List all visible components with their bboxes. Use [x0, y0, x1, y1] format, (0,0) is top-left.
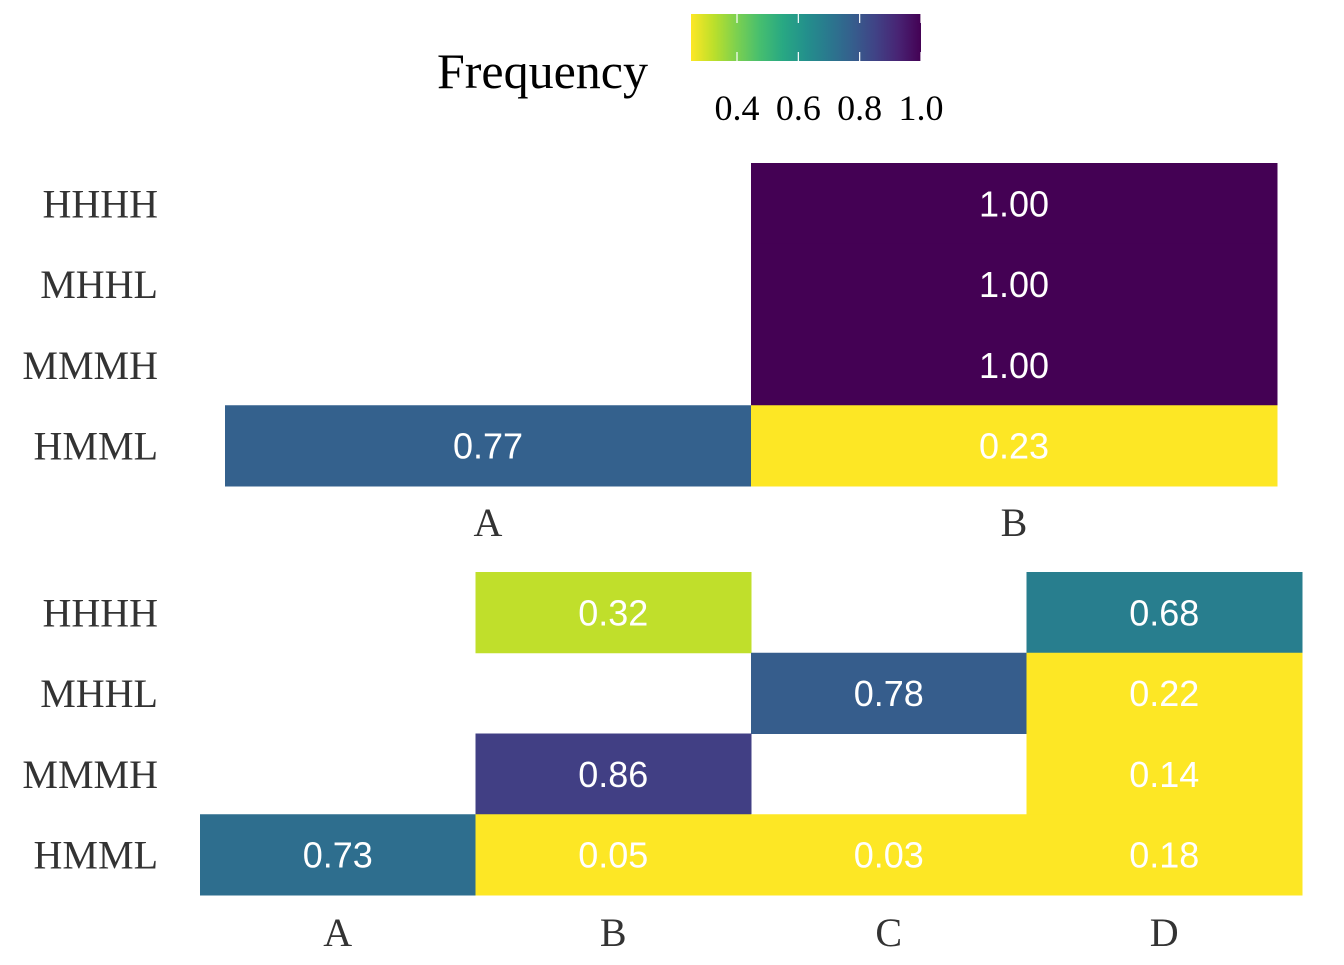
heatmap-cell [225, 405, 752, 487]
heatmap-cell [1026, 652, 1303, 734]
y-tick-label: MHHL [40, 671, 158, 716]
cell-value-label: 1.00 [979, 264, 1049, 305]
legend-title: Frequency [437, 43, 648, 99]
cell-value-label: 0.03 [854, 835, 924, 876]
heatmap-cell [475, 572, 752, 654]
cell-value-label: 0.23 [979, 426, 1049, 467]
y-tick-label: HHHH [42, 181, 158, 226]
y-tick-label: HHHH [42, 590, 158, 635]
heatmap-cell [751, 163, 1278, 245]
heatmap-cell [751, 243, 1278, 325]
x-tick-label: D [1150, 910, 1179, 955]
heatmap-cell [475, 814, 752, 896]
heatmap-cell [200, 814, 476, 896]
cell-value-label: 0.68 [1129, 592, 1199, 633]
heatmap-cell [1026, 814, 1303, 896]
heatmap-cell [751, 324, 1278, 406]
legend-tick-label: 0.8 [837, 88, 882, 128]
heatmap-panel-1: HHHH MHHL MMMH HMML A B 1.00 1.00 1.00 0.77 0.23 [22, 163, 1278, 545]
heatmap-cell [1026, 733, 1303, 815]
x-tick-label: A [323, 910, 352, 955]
legend-tick-label: 0.4 [715, 88, 760, 128]
y-tick-label: HMML [34, 424, 158, 469]
x-tick-label: B [1001, 500, 1028, 545]
heatmap-cell [751, 405, 1278, 487]
legend-tick-label: 0.6 [776, 88, 821, 128]
heatmap-panel-2: HHHH MHHL MMMH HMML A B C D 0.32 0.68 0.78 0.22 0.86… [22, 572, 1303, 955]
y-tick-label: MMMH [22, 752, 158, 797]
cell-value-label: 0.73 [303, 835, 373, 876]
cell-value-label: 0.22 [1129, 673, 1199, 714]
cell-value-label: 0.78 [854, 673, 924, 714]
y-tick-label: HMML [34, 833, 158, 878]
heatmap-cell [475, 733, 752, 815]
y-tick-label: MMMH [22, 343, 158, 388]
x-tick-label: B [600, 910, 627, 955]
cell-value-label: 0.77 [453, 426, 523, 467]
legend-colorbar [691, 14, 921, 61]
cell-value-label: 0.05 [578, 835, 648, 876]
cell-value-label: 1.00 [979, 183, 1049, 224]
x-tick-label: C [875, 910, 902, 955]
legend-tick-label: 1.0 [899, 88, 944, 128]
cell-value-label: 0.14 [1129, 754, 1199, 795]
heatmap-cell [751, 652, 1027, 734]
cell-value-label: 0.86 [578, 754, 648, 795]
x-tick-label: A [474, 500, 503, 545]
heatmap-cell [751, 814, 1027, 896]
y-tick-label: MHHL [40, 262, 158, 307]
cell-value-label: 0.18 [1129, 835, 1199, 876]
color-legend: Frequency 0.4 0.6 0.8 1.0 [437, 14, 944, 128]
cell-value-label: 1.00 [979, 345, 1049, 386]
heatmap-cell [1026, 572, 1303, 654]
cell-value-label: 0.32 [578, 592, 648, 633]
